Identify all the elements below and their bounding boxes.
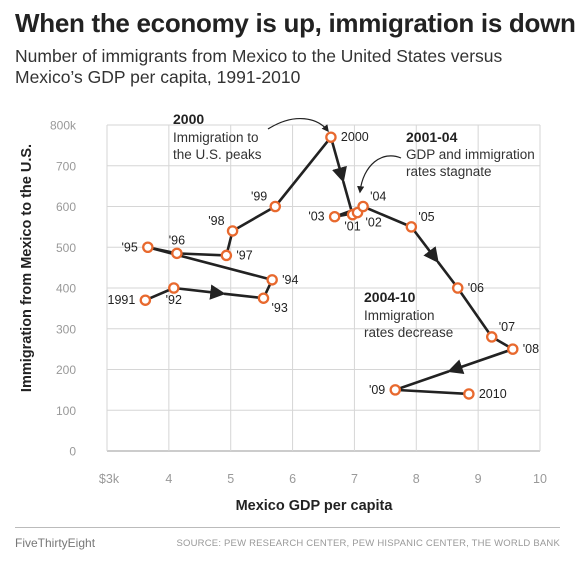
data-point — [266, 274, 278, 286]
x-tick-label: 7 — [351, 472, 358, 486]
point-label: '95 — [122, 240, 138, 254]
series-segment — [273, 135, 333, 208]
x-tick-label: 5 — [227, 472, 234, 486]
point-label: '01 — [344, 220, 360, 234]
direction-arrow — [332, 165, 347, 183]
x-tick-label: 6 — [289, 472, 296, 486]
grid — [106, 124, 541, 452]
data-point — [226, 225, 239, 237]
data-point — [357, 200, 369, 213]
data-point — [451, 282, 464, 294]
point-label: '98 — [208, 214, 224, 228]
direction-arrow — [423, 246, 439, 264]
y-tick-label: 300 — [56, 322, 76, 336]
data-point — [389, 384, 402, 396]
y-tick-label: 500 — [56, 241, 76, 255]
x-tick-label: 4 — [165, 472, 172, 486]
annotation-line: Immigration — [364, 308, 435, 323]
data-point — [257, 292, 270, 304]
annotation-heading: 2000 — [173, 111, 204, 127]
series-segment — [231, 205, 277, 233]
page-subtitle: Number of immigrants from Mexico to the … — [15, 46, 503, 87]
series-segment — [393, 370, 450, 392]
data-point — [269, 200, 282, 213]
point-label: '03 — [308, 210, 324, 224]
data-point — [463, 388, 475, 400]
data-point — [142, 241, 154, 253]
series-segment — [393, 388, 471, 396]
point-labels: 1991 '92 '93 '94 '95 '96 '97 '98 '99 2000 '01 '02 '0… — [108, 130, 540, 401]
direction-arrow — [209, 284, 226, 300]
annotation-2004-10: 2004-10 Immigration rates decrease — [364, 289, 453, 340]
y-tick-label: 400 — [56, 282, 76, 296]
data-point — [507, 343, 519, 355]
point-label: 2010 — [479, 387, 507, 401]
direction-arrow — [447, 359, 465, 375]
point-label: '93 — [271, 301, 287, 315]
point-label: '07 — [499, 320, 515, 334]
x-tick-label: $3k — [99, 472, 120, 486]
data-point — [171, 247, 183, 260]
point-label: 2000 — [341, 130, 369, 144]
x-tick-label: 10 — [533, 472, 547, 486]
footer-brand: FiveThirtyEight — [15, 536, 96, 550]
annotation-line: rates stagnate — [406, 164, 492, 179]
callout-arrow — [357, 155, 402, 194]
callout-arrow — [267, 117, 329, 133]
data-point — [405, 221, 418, 233]
series-segment — [172, 286, 214, 294]
y-tick-label: 600 — [56, 200, 76, 214]
series-segment — [361, 205, 413, 229]
data-point — [139, 294, 152, 306]
annotation-2000: 2000 Immigration to the U.S. peaks — [173, 111, 329, 162]
direction-arrows — [209, 165, 465, 375]
footer-divider — [15, 527, 560, 528]
point-label: '99 — [251, 190, 267, 204]
x-axis-label: Mexico GDP per capita — [236, 498, 394, 514]
annotation-2001-04: 2001-04 GDP and immigration rates stagna… — [357, 129, 535, 194]
series-segment — [456, 286, 494, 339]
data-point — [325, 131, 337, 143]
point-label: '08 — [523, 342, 539, 356]
data-point — [220, 249, 233, 262]
annotation-line: GDP and immigration — [406, 147, 535, 162]
point-label: '92 — [166, 293, 182, 307]
annotation-line: rates decrease — [364, 325, 453, 340]
series-segment — [175, 252, 228, 257]
point-label: '96 — [169, 233, 185, 247]
point-label: '94 — [282, 273, 298, 287]
data-point — [328, 210, 341, 223]
series-segment — [458, 347, 515, 369]
data-point — [486, 331, 498, 343]
y-axis-label: Immigration from Mexico to the U.S. — [19, 144, 35, 392]
annotation-heading: 2001-04 — [406, 129, 458, 145]
annotation-heading: 2004-10 — [364, 289, 416, 305]
point-label: '04 — [370, 190, 386, 204]
y-tick-label: 0 — [69, 445, 76, 459]
point-label: '97 — [236, 248, 252, 262]
point-label: '05 — [418, 210, 434, 224]
y-tick-label: 200 — [56, 363, 76, 377]
data-points — [139, 131, 519, 400]
axis-ticks: 0 100 200 300 400 500 600 700 800k $3k 4 5 6 7 8 9 10 — [50, 119, 547, 487]
footer-source: SOURCE: PEW RESEARCH CENTER, PEW HISPANI… — [176, 538, 560, 549]
page-title: When the economy is up, immigration is d… — [15, 8, 575, 38]
y-tick-label: 100 — [56, 404, 76, 418]
point-label: '02 — [366, 216, 382, 230]
y-tick-label: 700 — [56, 159, 76, 173]
point-label: '06 — [468, 281, 484, 295]
x-tick-label: 9 — [475, 472, 482, 486]
series-segment — [223, 292, 265, 300]
x-tick-label: 8 — [413, 472, 420, 486]
y-tick-label: 800k — [50, 119, 77, 133]
point-label: 1991 — [108, 293, 136, 307]
annotation-line: Immigration to — [173, 130, 259, 145]
annotation-line: the U.S. peaks — [173, 147, 262, 162]
point-label: '09 — [369, 383, 385, 397]
data-point — [168, 282, 180, 294]
